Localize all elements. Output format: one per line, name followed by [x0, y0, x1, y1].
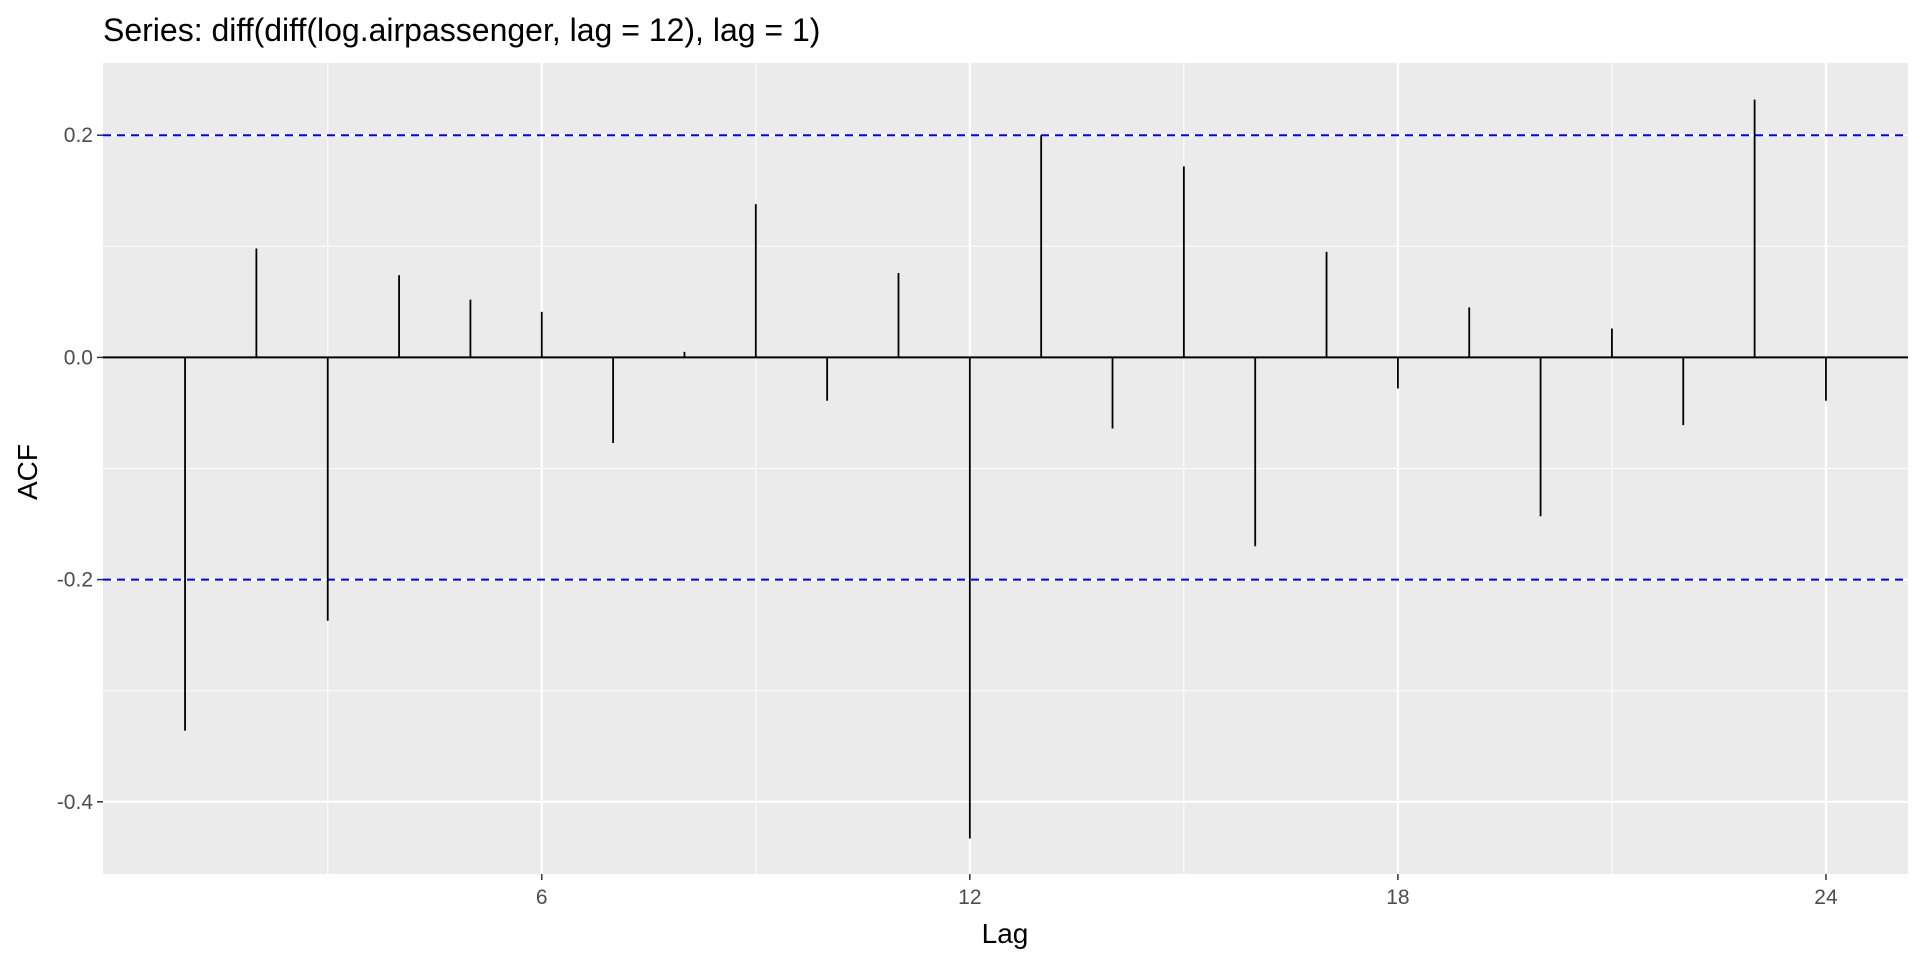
y-axis-title: ACF: [12, 444, 43, 500]
y-tick-label: 0.0: [64, 346, 93, 369]
x-tick-label: 6: [536, 886, 548, 909]
y-axis-ticks: 0.2 0.0 -0.2 -0.4: [57, 124, 103, 814]
y-tick-label: -0.4: [57, 791, 94, 814]
x-axis-ticks: 6 12 18 24: [536, 874, 1838, 909]
confidence-bounds: [103, 134, 1908, 581]
x-tick-label: 18: [1386, 886, 1409, 909]
x-tick-label: 12: [958, 886, 981, 909]
y-tick-label: 0.2: [64, 124, 93, 147]
chart-title: Series: diff(diff(log.airpassenger, lag …: [103, 12, 820, 48]
x-axis-title: Lag: [982, 918, 1029, 949]
x-tick-label: 24: [1814, 886, 1838, 909]
minor-gridlines: [103, 63, 1908, 874]
acf-bars: [103, 99, 1908, 839]
y-tick-label: -0.2: [57, 569, 93, 592]
